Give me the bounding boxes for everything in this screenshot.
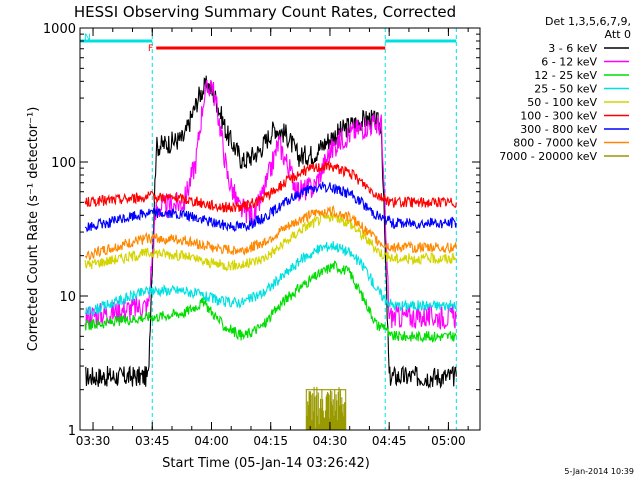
plot-area: NF — [80, 28, 457, 430]
y-tick-label: 100 — [51, 156, 76, 171]
series-line-25-50-kev — [85, 241, 457, 317]
x-tick-label: 04:45 — [372, 434, 407, 448]
series-line-800-7000-kev — [84, 204, 457, 261]
x-axis-label: Start Time (05-Jan-14 03:26:42) — [162, 456, 370, 471]
series-line-12-25-kev — [84, 260, 457, 343]
series-line-50-100-kev — [84, 211, 457, 272]
legend-label: 100 - 300 keV — [520, 110, 597, 123]
plot-frame — [79, 27, 481, 431]
series-line-300-800-kev — [84, 181, 457, 233]
state-bar-label: N — [84, 33, 91, 43]
x-tick-label: 03:30 — [76, 434, 111, 448]
legend-label: 800 - 7000 keV — [513, 137, 597, 150]
x-tick-label: 04:00 — [194, 434, 229, 448]
x-tick-label: 03:45 — [135, 434, 170, 448]
legend-header-line-2: Att 0 — [605, 28, 631, 41]
legend-label: 50 - 100 keV — [527, 96, 597, 109]
y-tick-label: 1000 — [43, 22, 76, 37]
y-tick-label: 1 — [68, 424, 76, 439]
x-tick-label: 05:00 — [431, 434, 466, 448]
x-axis-ticks: 03:30 03:45 04:00 04:15 04:30 04:45 05:00 — [76, 28, 469, 448]
legend-label: 25 - 50 keV — [534, 83, 597, 96]
series-line-6-12-kev — [84, 79, 457, 330]
y-axis-ticks: 1 10 100 1000 — [43, 22, 480, 439]
legend-label: 6 - 12 keV — [541, 56, 597, 69]
series-line-3-6-kev — [84, 75, 457, 389]
legend-label: 300 - 800 keV — [520, 123, 597, 136]
series-line-7000-20000-kev — [305, 386, 347, 430]
chart-title: HESSI Observing Summary Count Rates, Cor… — [74, 3, 456, 21]
series-line-100-300-kev — [84, 161, 457, 214]
legend-label: 7000 - 20000 keV — [499, 150, 597, 163]
x-tick-label: 04:30 — [313, 434, 348, 448]
state-bar-label: F — [148, 44, 153, 54]
x-tick-label: 04:15 — [253, 434, 288, 448]
y-tick-label: 10 — [59, 290, 76, 305]
footer-date: 5-Jan-2014 10:39 — [564, 467, 634, 476]
legend-label: 3 - 6 keV — [548, 42, 597, 55]
legend-header-line-1: Det 1,3,5,6,7,9, — [545, 15, 631, 28]
y-axis-label: Corrected Count Rate (s⁻¹ detector⁻¹) — [26, 107, 41, 352]
legend-label: 12 - 25 keV — [534, 69, 597, 82]
